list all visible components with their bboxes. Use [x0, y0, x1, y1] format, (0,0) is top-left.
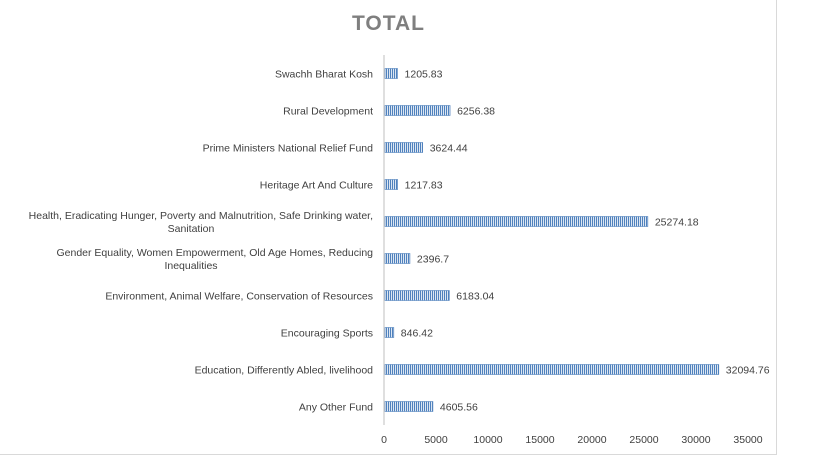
category-label: Inequalities	[164, 260, 217, 272]
x-tick-label: 0	[381, 434, 387, 446]
data-label: 6256.38	[457, 106, 495, 118]
category-label: Encouraging Sports	[281, 328, 373, 340]
bar	[384, 105, 451, 116]
data-label: 1217.83	[405, 180, 443, 192]
category-label: Environment, Animal Welfare, Conservatio…	[105, 291, 373, 303]
x-tick-label: 10000	[473, 434, 502, 446]
category-label: Sanitation	[168, 223, 215, 235]
bar	[384, 401, 434, 412]
category-label: Any Other Fund	[299, 402, 373, 414]
x-tick-label: 35000	[733, 434, 762, 446]
category-label: Prime Ministers National Relief Fund	[203, 143, 374, 155]
category-label: Gender Equality, Women Empowerment, Old …	[56, 247, 373, 259]
data-label: 2396.7	[417, 254, 449, 266]
bar	[384, 142, 423, 153]
x-tick-label: 15000	[525, 434, 554, 446]
x-tick-label: 30000	[681, 434, 710, 446]
category-label: Education, Differently Abled, livelihood	[195, 365, 374, 377]
chart-title: TOTAL	[351, 12, 426, 35]
category-label: Swachh Bharat Kosh	[275, 69, 373, 81]
bar	[384, 216, 649, 227]
bar	[384, 253, 411, 264]
data-label: 25274.18	[655, 217, 699, 229]
category-label: Health, Eradicating Hunger, Poverty and …	[29, 210, 373, 222]
bar	[384, 179, 398, 190]
category-label: Rural Development	[283, 106, 373, 118]
bar	[384, 364, 720, 375]
data-label: 6183.04	[456, 291, 494, 303]
bar	[384, 68, 398, 79]
data-label: 846.42	[401, 328, 433, 340]
x-tick-label: 5000	[424, 434, 448, 446]
category-label: Heritage Art And Culture	[260, 180, 373, 192]
data-label: 4605.56	[440, 402, 478, 414]
data-label: 3624.44	[430, 143, 468, 155]
chart-area: TOTAL	[0, 0, 777, 455]
data-label: 32094.76	[726, 365, 770, 377]
bar	[384, 290, 450, 301]
data-label: 1205.83	[405, 69, 443, 81]
bar	[384, 327, 395, 338]
x-tick-label: 25000	[629, 434, 658, 446]
x-tick-label: 20000	[577, 434, 606, 446]
